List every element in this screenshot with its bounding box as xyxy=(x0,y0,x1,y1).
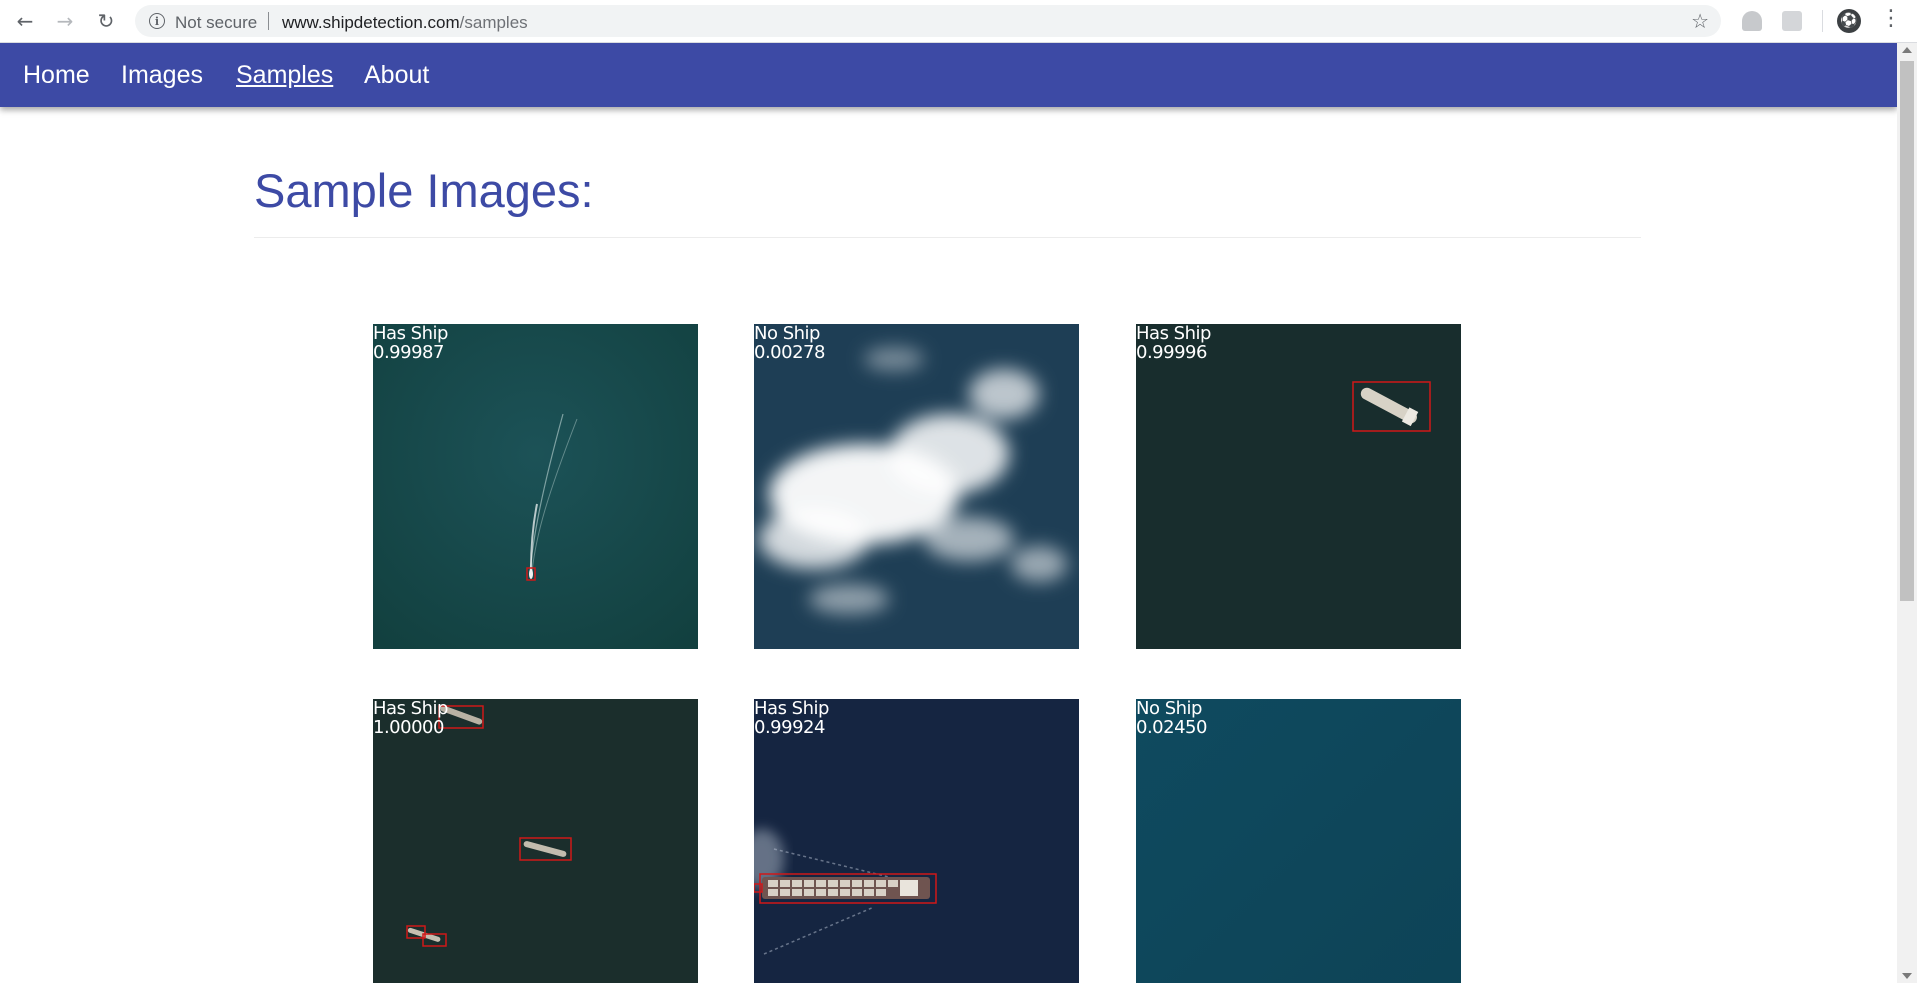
sample-label: Has Ship xyxy=(373,324,448,344)
sample-caption: Has Ship 0.99996 xyxy=(1136,324,1211,362)
scroll-up-arrow-icon[interactable] xyxy=(1902,47,1912,53)
satellite-image-container-ship xyxy=(754,699,1079,983)
sample-score: 0.99987 xyxy=(373,342,444,363)
nav-images-link[interactable]: Images xyxy=(121,61,203,89)
sample-caption: Has Ship 0.99924 xyxy=(754,699,829,737)
satellite-image-multiple-ships xyxy=(373,699,698,983)
sample-image-3[interactable]: Has Ship 0.99996 xyxy=(1136,324,1461,649)
back-icon[interactable]: ← xyxy=(16,9,34,33)
title-divider xyxy=(254,237,1641,238)
page-viewport: Home Images Samples About Sample Images:… xyxy=(0,43,1897,983)
profile-avatar-icon[interactable]: ⚽ xyxy=(1837,9,1861,33)
browser-toolbar: ← → ↻ i Not secure www.shipdetection.com… xyxy=(0,0,1917,43)
page-scrollbar[interactable] xyxy=(1897,43,1917,983)
sample-caption: Has Ship 1.00000 xyxy=(373,699,448,737)
sample-label: Has Ship xyxy=(754,699,829,719)
sample-caption: No Ship 0.00278 xyxy=(754,324,825,362)
satellite-image-open-ocean xyxy=(1136,699,1461,983)
sample-score: 0.00278 xyxy=(754,342,825,363)
url-host[interactable]: www.shipdetection.com xyxy=(282,13,460,32)
sample-label: Has Ship xyxy=(1136,324,1211,344)
forward-icon[interactable]: → xyxy=(56,9,74,33)
sample-caption: Has Ship 0.99987 xyxy=(373,324,448,362)
url-path[interactable]: /samples xyxy=(459,13,528,32)
address-bar[interactable]: i Not secure www.shipdetection.com/sampl… xyxy=(135,5,1721,37)
sample-image-6[interactable]: No Ship 0.02450 xyxy=(1136,699,1461,983)
info-icon[interactable]: i xyxy=(149,13,165,29)
satellite-image-clouds xyxy=(754,324,1079,649)
sample-image-4[interactable]: Has Ship 1.00000 xyxy=(373,699,698,983)
sample-score: 0.99924 xyxy=(754,717,825,738)
satellite-image-ocean-boat xyxy=(373,324,698,649)
sample-image-2[interactable]: No Ship 0.00278 xyxy=(754,324,1079,649)
sample-label: No Ship xyxy=(1136,699,1202,719)
sample-image-1[interactable]: Has Ship 0.99987 xyxy=(373,324,698,649)
cast-extension-icon[interactable] xyxy=(1782,11,1802,31)
android-extension-icon[interactable] xyxy=(1742,11,1762,31)
nav-home-link[interactable]: Home xyxy=(23,61,90,89)
scrollbar-thumb[interactable] xyxy=(1900,61,1914,601)
satellite-image-tanker xyxy=(1136,324,1461,649)
top-navbar: Home Images Samples About xyxy=(0,43,1897,107)
sample-caption: No Ship 0.02450 xyxy=(1136,699,1207,737)
reload-icon[interactable]: ↻ xyxy=(97,9,115,33)
sample-score: 0.02450 xyxy=(1136,717,1207,738)
page-title: Sample Images: xyxy=(254,164,594,217)
scroll-down-arrow-icon[interactable] xyxy=(1902,973,1912,979)
sample-score: 1.00000 xyxy=(373,717,444,738)
url-text[interactable]: www.shipdetection.com/samples xyxy=(282,13,528,33)
sample-label: No Ship xyxy=(754,324,820,344)
address-divider xyxy=(268,12,269,30)
star-icon[interactable]: ☆ xyxy=(1691,9,1709,33)
nav-samples-link[interactable]: Samples xyxy=(236,61,334,89)
toolbar-divider xyxy=(1822,10,1823,32)
sample-label: Has Ship xyxy=(373,699,448,719)
sample-score: 0.99996 xyxy=(1136,342,1207,363)
sample-image-5[interactable]: Has Ship 0.99924 xyxy=(754,699,1079,983)
nav-about-link[interactable]: About xyxy=(364,61,430,89)
kebab-menu-icon[interactable]: ⋮ xyxy=(1880,6,1902,31)
security-label[interactable]: Not secure xyxy=(175,13,258,32)
